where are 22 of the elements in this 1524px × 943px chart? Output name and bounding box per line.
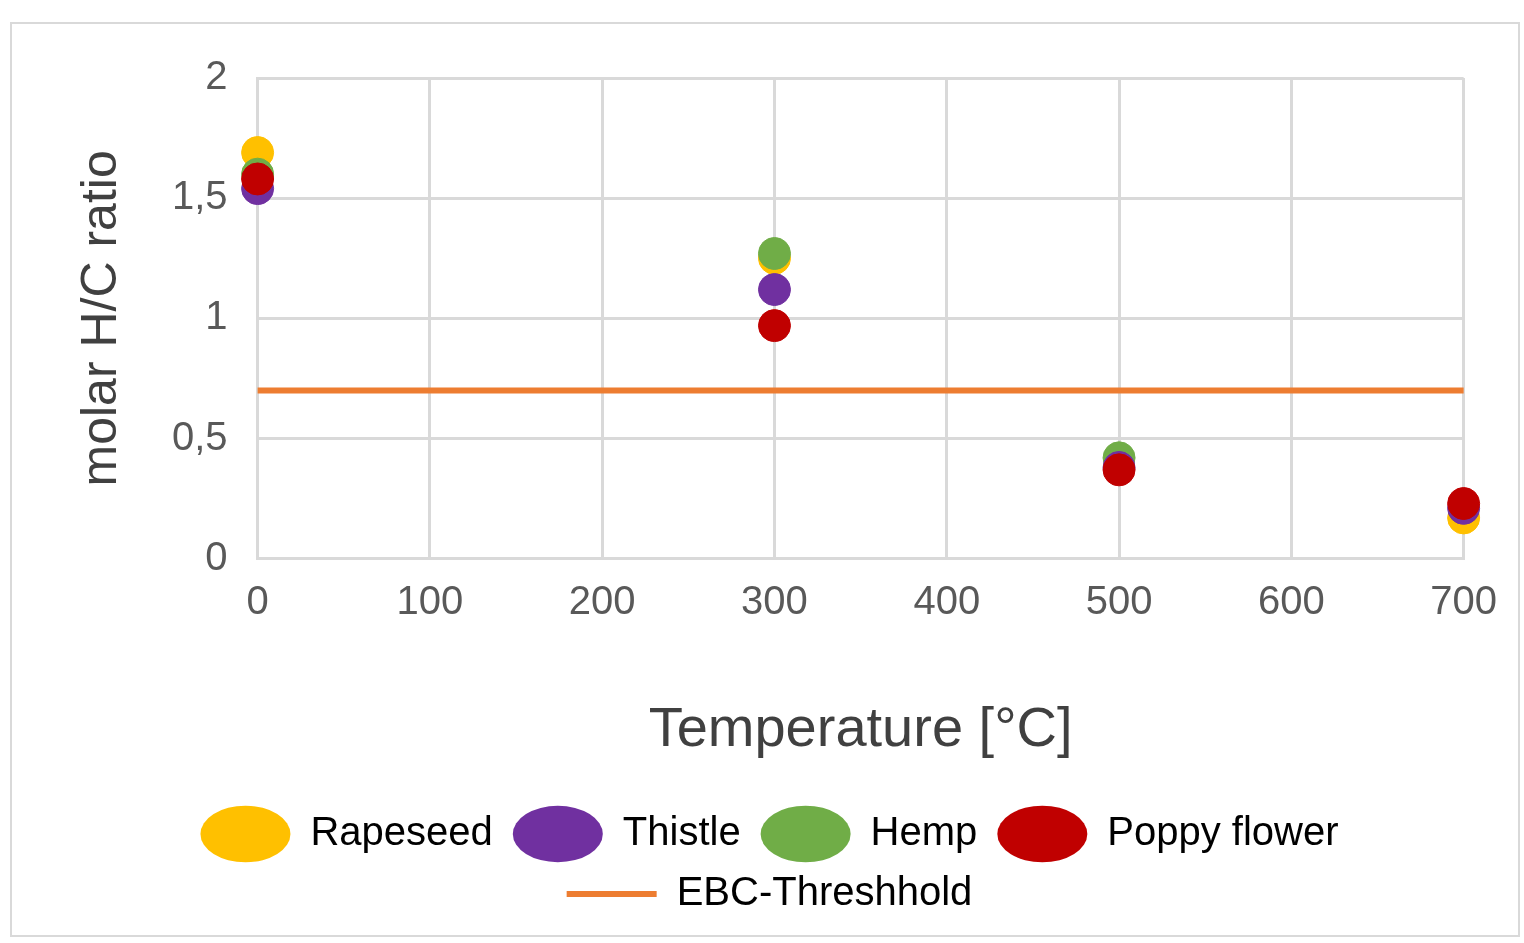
x-tick-label: 700 bbox=[1430, 577, 1498, 622]
y-axis-title: molar H/C ratio bbox=[70, 150, 127, 487]
x-tick-label: 500 bbox=[1085, 577, 1153, 622]
x-axis-title: Temperature [°C] bbox=[648, 694, 1073, 758]
legend-label: Poppy flower bbox=[1107, 809, 1339, 854]
legend-label: Rapeseed bbox=[310, 809, 493, 854]
x-tick-label: 100 bbox=[396, 577, 464, 622]
x-tick-label: 600 bbox=[1257, 577, 1325, 622]
point bbox=[757, 309, 791, 343]
y-tick-label: 2 bbox=[205, 53, 228, 98]
x-tick-label: 0 bbox=[246, 577, 269, 622]
legend-label: EBC-Threshhold bbox=[676, 869, 973, 914]
legend-label: Thistle bbox=[622, 809, 741, 854]
x-tick-label: 400 bbox=[913, 577, 981, 622]
x-tick-label: 300 bbox=[741, 577, 808, 622]
y-tick-label: 1,5 bbox=[172, 173, 228, 218]
y-tick-label: 0 bbox=[205, 533, 228, 578]
x-tick-label: 200 bbox=[568, 577, 636, 622]
legend-label: Hemp bbox=[870, 809, 978, 854]
y-tick-label: 0,5 bbox=[172, 413, 228, 458]
y-tick-label: 1 bbox=[205, 293, 228, 338]
point bbox=[757, 273, 791, 307]
